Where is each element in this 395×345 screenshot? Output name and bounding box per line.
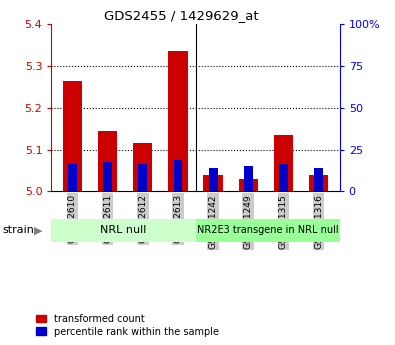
Bar (98, 131, 117, 191)
Bar (133, 144, 152, 191)
Bar (274, 135, 293, 191)
Bar (239, 179, 258, 191)
Bar (279, 164, 288, 191)
Bar (138, 164, 147, 191)
Bar (314, 168, 323, 191)
Bar (173, 160, 182, 191)
Bar (203, 175, 223, 191)
Text: strain: strain (2, 225, 34, 235)
Text: NRL null: NRL null (100, 225, 147, 235)
Bar (309, 175, 328, 191)
Bar (209, 168, 218, 191)
Bar (63, 81, 82, 191)
Bar (68, 164, 77, 191)
Legend: transformed count, percentile rank within the sample: transformed count, percentile rank withi… (36, 314, 219, 337)
Bar (168, 51, 188, 191)
Bar (103, 162, 112, 191)
Text: ▶: ▶ (34, 225, 42, 235)
Text: NR2E3 transgene in NRL null: NR2E3 transgene in NRL null (197, 225, 339, 235)
Text: GDS2455 / 1429629_at: GDS2455 / 1429629_at (104, 9, 259, 22)
Bar (244, 166, 253, 191)
